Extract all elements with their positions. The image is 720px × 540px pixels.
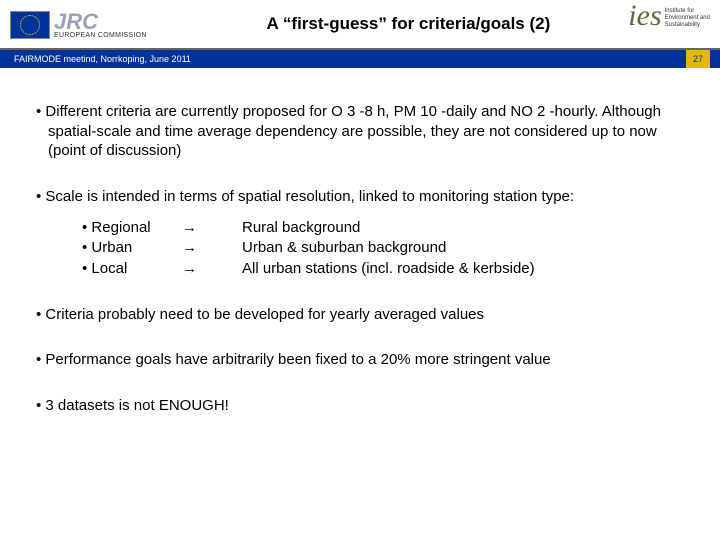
scale-row: Urban → Urban & suburban background [82,238,690,258]
scale-row: Regional → Rural background [82,218,690,238]
scale-mapping-list: Regional → Rural background Urban → Urba… [30,218,690,279]
arrow-icon: → [182,259,242,279]
slide-header: JRC EUROPEAN COMMISSION A “first-guess” … [0,0,720,48]
scale-row: Local → All urban stations (incl. roadsi… [82,259,690,279]
slide-title: A “first-guess” for criteria/goals (2) [107,14,710,34]
scale-name: Regional [82,218,182,238]
ies-line-2: Environment and [665,15,710,22]
bullet-performance: Performance goals have arbitrarily been … [30,350,690,370]
bullet-criteria: Different criteria are currently propose… [30,102,690,161]
arrow-icon: → [182,218,242,238]
bullet-yearly: Criteria probably need to be developed f… [30,305,690,325]
arrow-icon: → [182,238,242,258]
scale-desc: Rural background [242,218,690,238]
meeting-info: FAIRMODE meetind, Norrkoping, June 2011 [14,54,191,64]
scale-name: Local [82,259,182,279]
scale-desc: All urban stations (incl. roadside & ker… [242,259,690,279]
scale-name: Urban [82,238,182,258]
ies-line-3: Sustainability [665,22,710,29]
scale-desc: Urban & suburban background [242,238,690,258]
slide-content: Different criteria are currently propose… [0,68,720,415]
eu-flag-icon [10,11,50,39]
sub-header-bar: FAIRMODE meetind, Norrkoping, June 2011 … [0,50,720,68]
ies-abbrev: ies [628,2,661,30]
page-number: 27 [686,50,710,68]
ies-logo: ies Institute for Environment and Sustai… [628,2,710,30]
ies-line-1: Institute for [665,8,710,15]
ies-full-name: Institute for Environment and Sustainabi… [665,8,710,29]
bullet-scale-intro: Scale is intended in terms of spatial re… [30,187,690,207]
bullet-datasets: 3 datasets is not ENOUGH! [30,396,690,416]
